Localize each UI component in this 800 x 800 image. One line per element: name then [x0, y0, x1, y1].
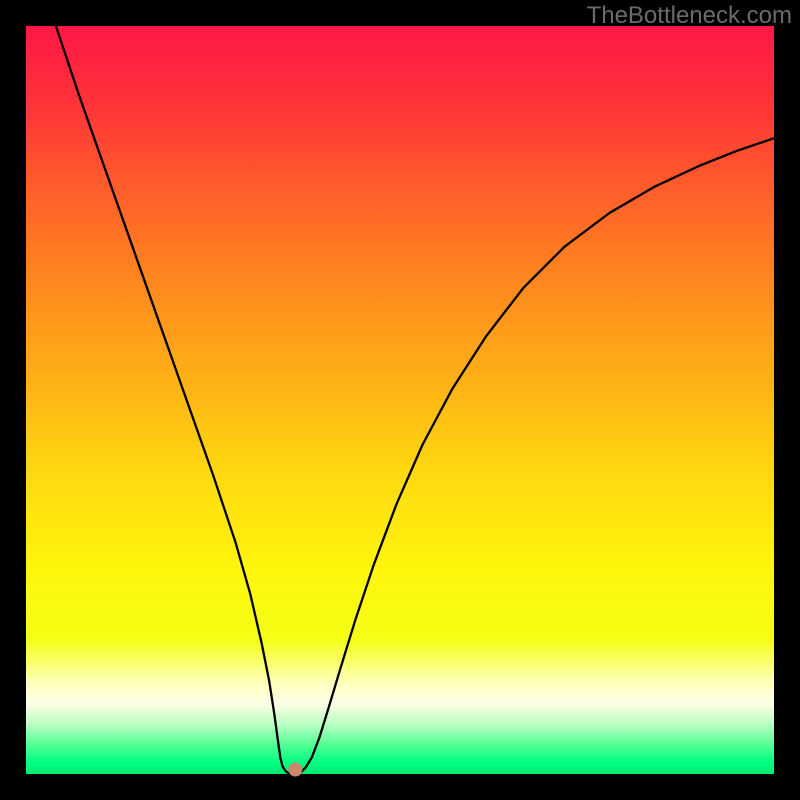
watermark-text: TheBottleneck.com [587, 2, 792, 30]
plot-background [26, 26, 774, 774]
chart-svg [0, 0, 800, 800]
chart-frame: TheBottleneck.com [0, 0, 800, 800]
optimal-point-marker [289, 763, 302, 776]
